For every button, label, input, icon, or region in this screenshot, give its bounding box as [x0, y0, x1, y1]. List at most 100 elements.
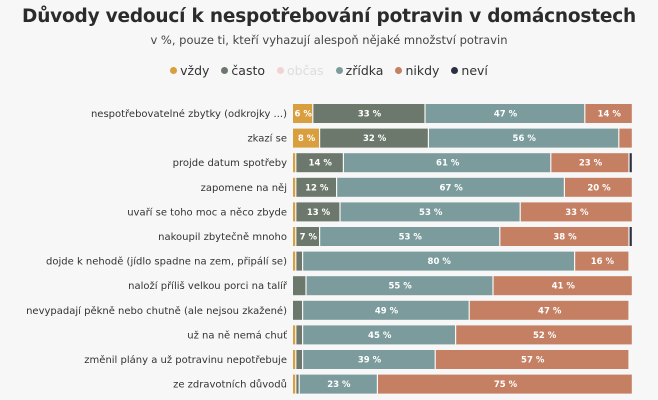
category-label: změnil plány a už potravinu nepotřebuje [84, 354, 287, 366]
data-label: 23 % [327, 380, 351, 390]
bar-segment [320, 128, 428, 148]
data-label: 45 % [368, 331, 392, 341]
bar-segment [313, 104, 425, 123]
category-label: už na ně nemá chuť [187, 329, 287, 341]
data-label: 23 % [579, 159, 603, 169]
category-label: nakoupil zbytečně mnoho [158, 231, 287, 243]
data-label: 20 % [587, 183, 611, 193]
data-label: 47 % [538, 306, 562, 316]
bar-segment [296, 350, 302, 369]
bar-segment [585, 104, 632, 123]
data-label: 14 % [598, 110, 622, 120]
bar-segment [299, 374, 377, 394]
data-label: 33 % [565, 208, 589, 218]
data-label: 38 % [553, 233, 577, 243]
bar-segment [551, 153, 629, 173]
bar-segment [293, 104, 313, 123]
data-label: 53 % [419, 208, 443, 218]
bar-segment [575, 251, 629, 271]
bar-segment [320, 227, 500, 246]
category-label: dojde k nehodě (jídlo spadne na zem, při… [46, 256, 287, 268]
bar-segment [296, 374, 299, 394]
legend-label: zřídka [345, 63, 384, 78]
bar-segment [293, 227, 296, 246]
bar-segment [296, 227, 319, 246]
legend-label: vždy [180, 63, 210, 78]
bar-segment [340, 202, 520, 222]
bar-segment [296, 251, 302, 271]
data-label: 13 % [307, 208, 331, 218]
legend-item: neví [451, 63, 488, 78]
bar-segment [337, 177, 564, 197]
bar-segment [456, 325, 632, 345]
data-label: 6 % [295, 110, 313, 120]
category-label: projde datum spotřeby [173, 157, 287, 169]
bar-segment [303, 300, 469, 320]
bar-segment [296, 153, 343, 173]
chart-title: Důvody vedoucí k nespotřebování potravin… [22, 6, 636, 27]
bar-segment [296, 202, 340, 222]
category-label: ze zdravotních důvodů [173, 379, 287, 391]
legend-label: nikdy [405, 63, 440, 78]
bar-segment [293, 251, 296, 271]
data-label: 67 % [439, 183, 463, 193]
data-label: 61 % [436, 159, 460, 169]
data-label: 32 % [363, 134, 387, 144]
data-label: 49 % [375, 306, 399, 316]
bar-segment [293, 202, 296, 222]
legend-label: často [231, 63, 265, 78]
data-label: 47 % [494, 110, 518, 120]
legend-label: neví [461, 63, 488, 78]
bar-segment [629, 153, 632, 173]
data-label: 53 % [399, 233, 423, 243]
bar-segment [565, 177, 632, 197]
bar-segment [429, 128, 619, 148]
data-label: 14 % [309, 159, 333, 169]
bar-segment [493, 276, 632, 296]
data-label: 56 % [513, 134, 537, 144]
data-label: 75 % [494, 380, 518, 390]
bar-segment [425, 104, 585, 123]
category-label: zkazí se [247, 133, 287, 145]
legend-dot-icon [335, 67, 343, 74]
legend-dot-icon [277, 67, 284, 74]
data-label: 12 % [305, 183, 329, 193]
bar-segment [303, 325, 455, 345]
category-label: nevypadají pěkně nebo chutně (ale nejsou… [26, 305, 287, 317]
bar-segment [378, 374, 632, 394]
legend-dot-icon [395, 67, 403, 74]
bar-segment [293, 128, 319, 148]
data-label: 33 % [358, 110, 382, 120]
bar-segment [500, 227, 629, 246]
data-label: 41 % [552, 282, 576, 292]
data-label: 52 % [533, 331, 557, 341]
data-label: 39 % [358, 356, 382, 366]
bar-segment [344, 153, 551, 173]
legend-item: vždy [170, 63, 209, 78]
legend-item: občas [277, 63, 324, 78]
data-label: 8 % [298, 134, 316, 144]
bar-segment [296, 177, 336, 197]
data-label: 80 % [428, 257, 452, 267]
bar-segment [303, 251, 574, 271]
legend-dot-icon [221, 67, 229, 74]
data-label: 7 % [300, 233, 318, 243]
bar-segment [293, 153, 296, 173]
category-label: zapomene na něj [201, 182, 287, 194]
bar-segment [293, 177, 296, 197]
chart-subtitle: v %, pouze ti, kteří vyhazují alespoň ně… [150, 33, 508, 47]
bar-segment [629, 227, 632, 246]
bar-segment [293, 276, 306, 296]
legend-dot-icon [170, 67, 178, 74]
bar-segment [293, 374, 296, 394]
data-label: 57 % [521, 356, 545, 366]
category-label: naloží příliš velkou porci na talíř [128, 280, 288, 292]
legend-item: nikdy [395, 63, 439, 78]
bar-segment [293, 325, 296, 345]
category-label: nespotřebovatelné zbytky (odkrojky ...) [91, 108, 287, 120]
bar-segment [293, 350, 296, 369]
category-label: uvaří se toho moc a něco zbyde [127, 206, 287, 218]
data-label: 55 % [388, 282, 412, 292]
bar-segment [296, 325, 302, 345]
bar-segment [619, 128, 632, 148]
